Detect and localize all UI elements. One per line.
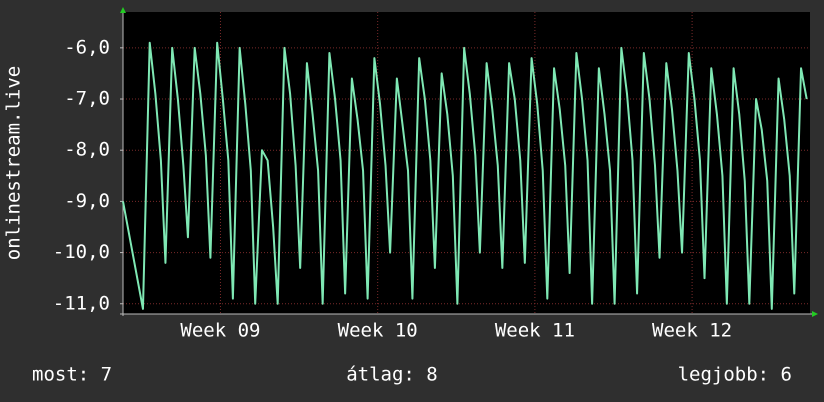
x-tick-label: Week 10 [338, 320, 418, 342]
y-tick-label: -8,0 [64, 139, 110, 161]
y-tick-label: -10,0 [53, 241, 110, 263]
footer-current: most: 7 [32, 364, 112, 386]
y-tick-label: -11,0 [53, 292, 110, 314]
x-tick-label: Week 11 [495, 320, 575, 342]
x-tick-label: Week 09 [180, 320, 260, 342]
x-tick-label: Week 12 [652, 320, 732, 342]
y-tick-label: -6,0 [64, 36, 110, 58]
footer-average: átlag: 8 [346, 364, 438, 386]
y-axis-label: onlinestream.live [3, 66, 25, 260]
y-tick-label: -9,0 [64, 190, 110, 212]
data-line [122, 41, 808, 310]
y-tick-label: -7,0 [64, 88, 110, 110]
axis-arrow [812, 311, 818, 317]
plot-area [123, 12, 810, 314]
axis-arrow [120, 7, 126, 13]
footer-best: legjobb: 6 [678, 364, 792, 386]
